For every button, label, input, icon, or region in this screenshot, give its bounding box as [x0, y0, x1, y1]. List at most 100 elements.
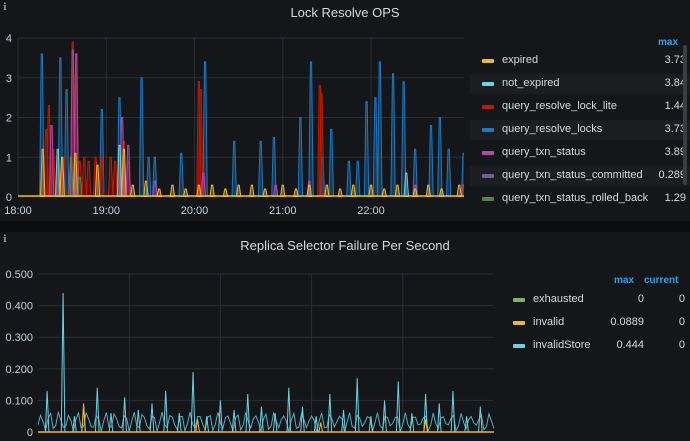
panel-title[interactable]: Replica Selector Failure Per Second — [240, 238, 450, 253]
legend-current-value: 0 — [678, 339, 685, 351]
legend-max-header[interactable]: max — [657, 37, 678, 48]
replica-selector-failure-chart[interactable]: 0 0.100 0.200 0.300 0.400 0.500 — [0, 232, 500, 441]
legend-swatch[interactable] — [482, 128, 494, 132]
legend-item-query-resolve-locks[interactable]: query_resolve_locks 3.73 — [470, 120, 690, 140]
y-tick-label: 0.200 — [5, 364, 33, 376]
legend-swatch[interactable] — [513, 321, 525, 325]
invalidstore-spike — [341, 409, 346, 433]
invalidstore-spike — [423, 394, 428, 433]
legend-item-query-resolve-lock-lite[interactable]: query_resolve_lock_lite 1.44 — [470, 97, 690, 117]
legend-label: query_txn_status_rolled_back — [502, 192, 649, 204]
not-expired-spike — [403, 172, 410, 197]
query-resolve-locks-spike — [390, 73, 396, 197]
plot-area — [18, 41, 464, 197]
legend-swatch[interactable] — [513, 344, 525, 348]
legend-swatch[interactable] — [482, 174, 494, 178]
legend-item-invalid[interactable]: invalid 0.0889 0 — [505, 313, 690, 333]
query-resolve-locks-spike — [271, 136, 277, 197]
expired-spike — [72, 152, 79, 197]
query-resolve-lock-lite-spike — [92, 156, 99, 197]
invalidstore-spike — [354, 378, 360, 433]
y-tick-label: 4 — [6, 33, 12, 45]
info-icon[interactable]: ℹ — [3, 2, 7, 13]
y-tick-label: 0.400 — [5, 301, 33, 313]
legend-max-value: 1.29 — [664, 192, 686, 204]
expired-spike — [425, 184, 432, 197]
invalidstore-spike — [72, 416, 77, 433]
legend-item-query-txn-status[interactable]: query_txn_status 3.89 — [470, 143, 690, 163]
panel-title[interactable]: Lock Resolve OPS — [290, 5, 400, 20]
query-resolve-locks-spike — [445, 148, 452, 197]
query-resolve-locks-spike — [437, 117, 443, 197]
query-resolve-locks-spike — [428, 124, 434, 197]
legend-scrollbar[interactable] — [683, 45, 687, 185]
expired-spike — [121, 148, 127, 197]
query-resolve-locks-spike — [355, 160, 361, 197]
legend-swatch[interactable] — [482, 151, 494, 155]
invalidstore-spike — [382, 400, 387, 433]
legend-item-invalidstore[interactable]: invalidStore 0.444 0 — [505, 336, 690, 356]
expired-spike — [262, 188, 268, 197]
query-resolve-lock-lite-spike — [81, 156, 87, 197]
legend-max-header[interactable]: max — [614, 275, 635, 286]
legend-item-expired[interactable]: expired 3.73 — [470, 51, 690, 71]
expired-spike — [456, 184, 462, 197]
expired-spike — [438, 188, 445, 197]
invalid-spike — [423, 419, 428, 433]
info-icon[interactable]: ℹ — [3, 234, 7, 245]
invalidstore-spike — [136, 409, 141, 433]
lock-resolve-ops-chart[interactable]: 0 1 2 3 4 18:00 19:00 20:00 21:00 22:00 — [0, 0, 470, 221]
x-tick-label: 18:00 — [4, 205, 32, 217]
invalidstore-spike — [218, 400, 223, 433]
invalidstore-spike — [190, 371, 196, 433]
y-tick-label: 2 — [6, 113, 12, 125]
query-resolve-locks-spike — [363, 101, 370, 197]
legend-item-exhausted[interactable]: exhausted 0 0 — [505, 290, 690, 310]
invalidstore-spike — [204, 416, 210, 433]
not-expired-spike — [55, 148, 61, 197]
query-resolve-locks-spike — [178, 152, 184, 197]
legend-label: query_txn_status — [502, 146, 586, 158]
expired-spike — [394, 184, 401, 197]
query-resolve-locks-spike — [297, 117, 304, 197]
expired-spike — [222, 188, 229, 197]
query-resolve-locks-spike — [39, 53, 45, 197]
legend-item-query-txn-status-committed[interactable]: query_txn_status_committed 0.289 — [470, 166, 690, 186]
query-txn-status-spike — [73, 53, 79, 197]
invalidstore-spike — [245, 394, 251, 433]
legend-swatch[interactable] — [482, 59, 494, 63]
y-tick-label: 0 — [27, 427, 33, 439]
expired-spike — [381, 188, 387, 197]
legend-label: invalidStore — [533, 339, 591, 351]
legend-item-query-txn-status-rolled-back[interactable]: query_txn_status_rolled_back 1.29 — [470, 189, 690, 209]
legend-max-value: 3.73 — [664, 123, 686, 135]
query-txn-status-spike — [200, 172, 207, 197]
query-resolve-locks-spike — [346, 160, 352, 197]
legend-current-value: 0 — [678, 316, 685, 328]
legend-label: not_expired — [502, 77, 560, 89]
query-txn-status-spike — [272, 184, 279, 197]
legend-max-value: 0.444 — [616, 339, 644, 351]
y-tick-label: 3 — [6, 73, 12, 85]
query-resolve-locks-spike — [372, 97, 379, 197]
query-resolve-locks-spike — [257, 140, 264, 197]
query-txn-status-rolled-back-spike — [77, 176, 83, 197]
expired-spike — [235, 184, 242, 197]
legend-swatch[interactable] — [482, 82, 494, 86]
legend-swatch[interactable] — [482, 105, 494, 109]
legend-label: query_txn_status_committed — [502, 169, 643, 181]
legend-item-not-expired[interactable]: not_expired 3.84 — [470, 74, 690, 94]
legend: max current exhausted 0 0 invalid 0.0889 0 inv… — [505, 272, 690, 392]
invalidstore-spike — [60, 292, 66, 433]
expired-spike — [306, 184, 312, 197]
expired-spike — [280, 184, 286, 197]
legend-label: exhausted — [533, 293, 584, 305]
invalidstore-spike — [94, 387, 100, 433]
query-txn-status-spike — [152, 180, 158, 197]
invalidstore-spike — [313, 416, 319, 433]
y-tick-label: 1 — [6, 152, 12, 164]
legend-swatch[interactable] — [482, 197, 494, 201]
legend-current-header[interactable]: current — [644, 275, 679, 286]
legend-swatch[interactable] — [513, 298, 525, 302]
legend-max-value: 0 — [637, 293, 644, 305]
